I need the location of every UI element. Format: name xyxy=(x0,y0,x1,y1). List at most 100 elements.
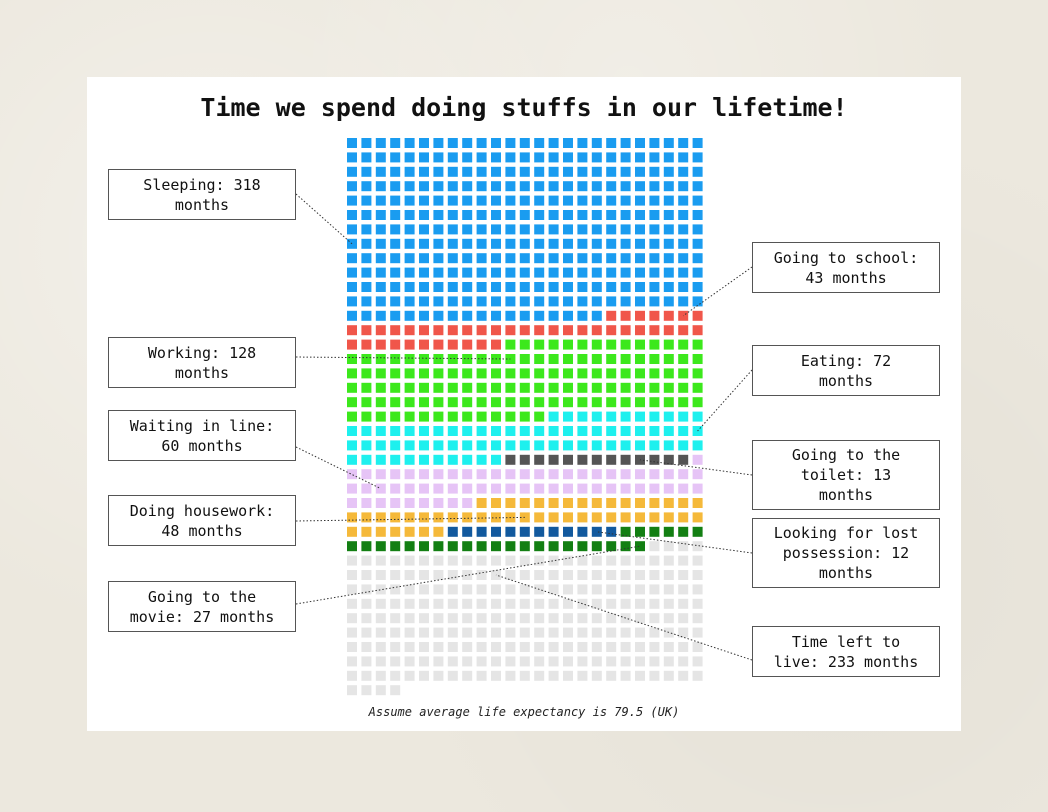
waffle-cell-eating xyxy=(433,426,444,436)
waffle-cell-going-to-school xyxy=(404,325,415,336)
waffle-cell-sleeping xyxy=(433,152,444,163)
waffle-cell-sleeping xyxy=(692,210,703,220)
waffle-cell-time-left-to-live xyxy=(534,642,545,652)
waffle-cell-time-left-to-live xyxy=(447,642,458,652)
waffle-cell-sleeping xyxy=(606,267,617,278)
waffle-cell-time-left-to-live xyxy=(519,570,530,580)
waffle-cell-working xyxy=(462,382,473,393)
waffle-cell-sleeping xyxy=(390,282,401,292)
leader-line-working xyxy=(295,356,511,360)
waffle-cell-sleeping xyxy=(433,224,444,235)
waffle-cell-time-left-to-live xyxy=(519,613,530,624)
waffle-cell-working xyxy=(635,382,645,393)
waffle-cell-eating xyxy=(663,411,674,422)
waffle-cell-time-left-to-live xyxy=(491,555,501,566)
waffle-cell-sleeping xyxy=(548,195,559,206)
waffle-cell-waiting-in-line xyxy=(678,483,689,494)
waffle-cell-sleeping xyxy=(491,282,501,292)
waffle-cell-time-left-to-live xyxy=(548,642,559,652)
waffle-cell-working xyxy=(519,411,530,422)
waffle-cell-sleeping xyxy=(591,138,602,148)
waffle-cell-working xyxy=(635,368,645,379)
waffle-cell-going-to-school xyxy=(433,339,444,350)
waffle-cell-time-left-to-live xyxy=(361,685,372,696)
waffle-cell-sleeping xyxy=(347,296,357,307)
waffle-cell-waiting-in-line xyxy=(577,469,588,480)
waffle-cell-sleeping xyxy=(635,253,645,264)
waffle-cell-sleeping xyxy=(462,224,473,235)
waffle-cell-sleeping xyxy=(620,138,631,148)
waffle-cell-sleeping xyxy=(577,138,588,148)
waffle-cell-sleeping xyxy=(361,181,372,192)
waffle-cell-sleeping xyxy=(476,166,487,177)
waffle-cell-eating xyxy=(649,426,660,436)
waffle-cell-working xyxy=(347,397,357,408)
waffle-cell-working xyxy=(505,354,516,364)
waffle-cell-working xyxy=(620,397,631,408)
waffle-cell-sleeping xyxy=(390,267,401,278)
waffle-cell-waiting-in-line xyxy=(447,469,458,480)
leader-line-toilet xyxy=(639,459,753,476)
waffle-cell-time-left-to-live xyxy=(606,598,617,609)
waffle-cell-working xyxy=(663,368,674,379)
waffle-cell-sleeping xyxy=(361,224,372,235)
waffle-cell-working xyxy=(606,339,617,350)
waffle-cell-sleeping xyxy=(375,310,386,321)
leader-line-lost xyxy=(596,531,753,554)
waffle-cell-doing-housework xyxy=(462,512,473,523)
waffle-cell-going-to-the-movie xyxy=(548,541,559,552)
waffle-cell-working xyxy=(361,382,372,393)
waffle-cell-waiting-in-line xyxy=(347,483,357,494)
chart-title: Time we spend doing stuffs in our lifeti… xyxy=(200,93,848,122)
waffle-cell-sleeping xyxy=(548,267,559,278)
waffle-cell-sleeping xyxy=(591,253,602,264)
waffle-cell-time-left-to-live xyxy=(663,555,674,566)
waffle-cell-time-left-to-live xyxy=(404,627,415,638)
waffle-cell-going-to-the-movie xyxy=(635,526,645,537)
waffle-cell-doing-housework xyxy=(433,512,444,523)
waffle-cell-going-to-the-movie xyxy=(620,526,631,537)
waffle-cell-time-left-to-live xyxy=(447,627,458,638)
waffle-cell-eating xyxy=(692,411,703,422)
waffle-cell-sleeping xyxy=(620,253,631,264)
waffle-cell-working xyxy=(678,354,689,364)
waffle-cell-eating xyxy=(606,426,617,436)
waffle-cell-sleeping xyxy=(462,210,473,220)
waffle-cell-time-left-to-live xyxy=(591,598,602,609)
waffle-cell-sleeping xyxy=(404,253,415,264)
waffle-cell-time-left-to-live xyxy=(404,670,415,681)
waffle-cell-sleeping xyxy=(649,296,660,307)
waffle-cell-time-left-to-live xyxy=(419,613,429,624)
waffle-cell-going-to-school xyxy=(476,325,487,336)
waffle-cell-working xyxy=(404,397,415,408)
waffle-cell-sleeping xyxy=(491,166,501,177)
waffle-cell-waiting-in-line xyxy=(649,469,660,480)
waffle-cell-time-left-to-live xyxy=(505,642,516,652)
waffle-cell-sleeping xyxy=(419,282,429,292)
waffle-cell-time-left-to-live xyxy=(577,627,588,638)
waffle-cell-time-left-to-live xyxy=(404,598,415,609)
waffle-cell-sleeping xyxy=(419,181,429,192)
waffle-cell-sleeping xyxy=(534,181,545,192)
waffle-cell-sleeping xyxy=(519,238,530,249)
waffle-cell-sleeping xyxy=(462,267,473,278)
label-looking-for-lost-possession: Looking for lost possession: 12 months xyxy=(752,518,940,588)
waffle-cell-going-to-the-movie xyxy=(663,526,674,537)
waffle-cell-time-left-to-live xyxy=(375,642,386,652)
waffle-cell-sleeping xyxy=(491,181,501,192)
waffle-cell-working xyxy=(375,382,386,393)
waffle-cell-sleeping xyxy=(390,152,401,163)
waffle-cell-time-left-to-live xyxy=(361,627,372,638)
waffle-cell-time-left-to-live xyxy=(591,642,602,652)
waffle-cell-time-left-to-live xyxy=(548,555,559,566)
waffle-cell-sleeping xyxy=(462,238,473,249)
waffle-cell-eating xyxy=(419,440,429,451)
waffle-cell-sleeping xyxy=(591,152,602,163)
waffle-cell-time-left-to-live xyxy=(591,555,602,566)
waffle-cell-waiting-in-line xyxy=(491,483,501,494)
waffle-cell-working xyxy=(390,354,401,364)
waffle-cell-sleeping xyxy=(606,238,617,249)
waffle-cell-time-left-to-live xyxy=(534,627,545,638)
waffle-cell-waiting-in-line xyxy=(563,483,573,494)
waffle-cell-sleeping xyxy=(433,181,444,192)
